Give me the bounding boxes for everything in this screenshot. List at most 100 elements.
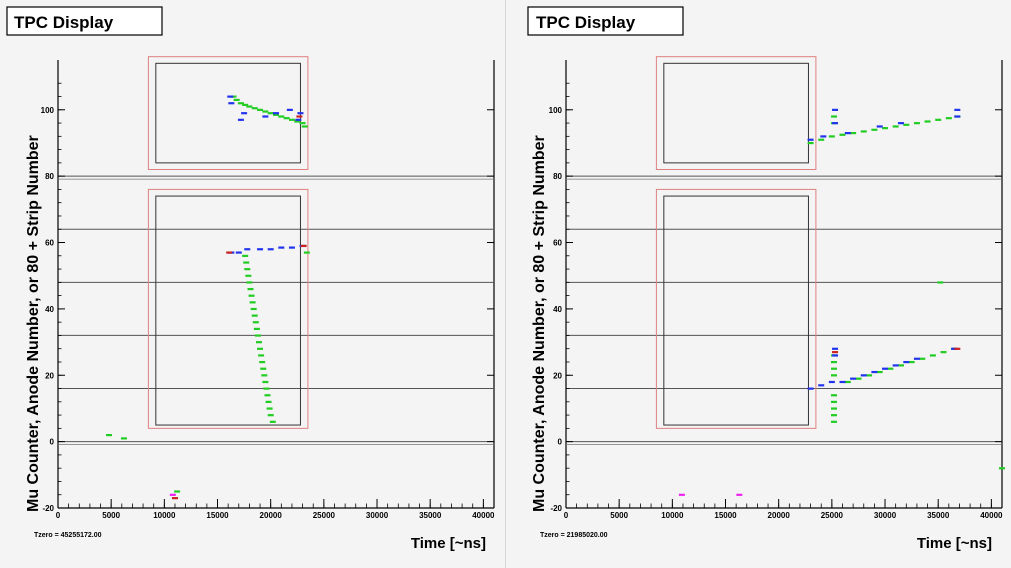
hit-point [839,133,846,136]
anode-window-outer [655,188,817,429]
panel-divider [505,0,506,568]
hit-point [908,360,915,364]
hit-point [832,108,839,111]
hit-point [807,141,814,145]
hit-point [850,132,857,135]
hit-point [887,367,894,370]
hit-point [247,287,254,291]
hit-point [839,380,846,384]
hit-point [262,110,269,113]
y-tick-label: -20 [42,504,54,513]
y-tick-label: 100 [549,106,563,115]
hit-point [876,370,883,374]
hit-point [830,414,837,417]
tzero-label: Tzero = 45255172.00 [34,532,102,539]
hit-point [954,115,961,118]
y-tick-label: 100 [41,106,55,115]
hit-point [855,377,862,380]
hit-point [251,314,258,317]
x-tick-label: 40000 [472,511,495,520]
hit-point [892,125,899,128]
y-tick-label: 0 [558,438,563,447]
hit-point [844,380,851,384]
hit-point [244,268,251,271]
hit-point [278,115,285,118]
hit-point [945,117,952,120]
x-tick-label: 40000 [980,511,1003,520]
hit-point [251,107,258,110]
y-tick-label: 60 [45,239,54,248]
hit-point [876,125,883,128]
y-axis-label: Mu Counter, Anode Number, or 80 + Strip … [531,135,548,512]
hit-point [237,118,244,121]
hit-point [261,374,268,377]
hit-point [255,341,262,344]
hit-point [832,351,839,354]
hit-point [273,112,279,115]
hit-point [244,248,251,251]
hit-point [929,354,936,357]
x-tick-label: 15000 [206,511,229,520]
x-tick-label: 0 [564,511,569,520]
hit-point [924,120,931,123]
x-tick-label: 15000 [714,511,737,520]
chart-title: TPC Display [14,13,114,32]
hit-point [818,138,825,141]
title-box [6,6,163,36]
anode-window-inner [155,195,301,426]
hit-point [830,394,837,397]
strip-window-outer [147,56,309,171]
hit-point [263,387,270,390]
hit-point [830,400,837,404]
hit-point [830,360,837,364]
hit-point [294,120,301,123]
hit-point [913,357,920,360]
hit-point [226,251,233,254]
hit-point [871,128,878,131]
hit-point [264,394,271,397]
hit-point [241,112,248,115]
hit-point [262,115,269,118]
tpc-panel-left: TPC Display Mu Counter, Anode Number, or… [0,0,505,568]
hit-point [242,103,249,106]
x-tick-label: 0 [56,511,61,520]
hit-point [860,130,867,133]
hit-point [227,95,234,98]
hit-point [297,112,304,115]
y-tick-label: 0 [50,438,55,447]
hit-point [253,327,260,330]
hit-point [267,414,274,417]
hit-point [174,490,181,493]
hit-point [935,118,942,121]
hit-point [678,493,685,496]
x-tick-label: 20000 [768,511,791,520]
hit-point [228,102,235,105]
hit-point [230,95,237,98]
hit-point [303,251,310,254]
hit-point [954,108,961,111]
x-tick-label: 30000 [366,511,389,520]
y-axis-label: Mu Counter, Anode Number, or 80 + Strip … [25,135,42,512]
tpc-panel-right: TPC Display Mu Counter, Anode Number, or… [506,0,1011,568]
hit-point [283,117,290,120]
hit-point [246,281,253,284]
hit-point [245,274,252,277]
hit-point [259,360,266,364]
hit-point [807,138,814,141]
hit-point [903,360,910,364]
hit-point [860,374,867,377]
y-tick-label: 80 [45,172,54,181]
hit-point [913,122,920,125]
x-tick-label: 35000 [419,511,442,520]
hit-point [937,281,944,284]
strip-window-inner [663,62,809,164]
title-box [527,6,684,36]
hit-point [828,380,835,384]
hit-point [828,135,835,138]
hit-point [300,244,307,248]
x-tick-label: 5000 [102,511,120,520]
hit-point [830,367,837,370]
hit-point [267,248,274,251]
hit-point [830,115,837,118]
hit-point [954,347,961,350]
